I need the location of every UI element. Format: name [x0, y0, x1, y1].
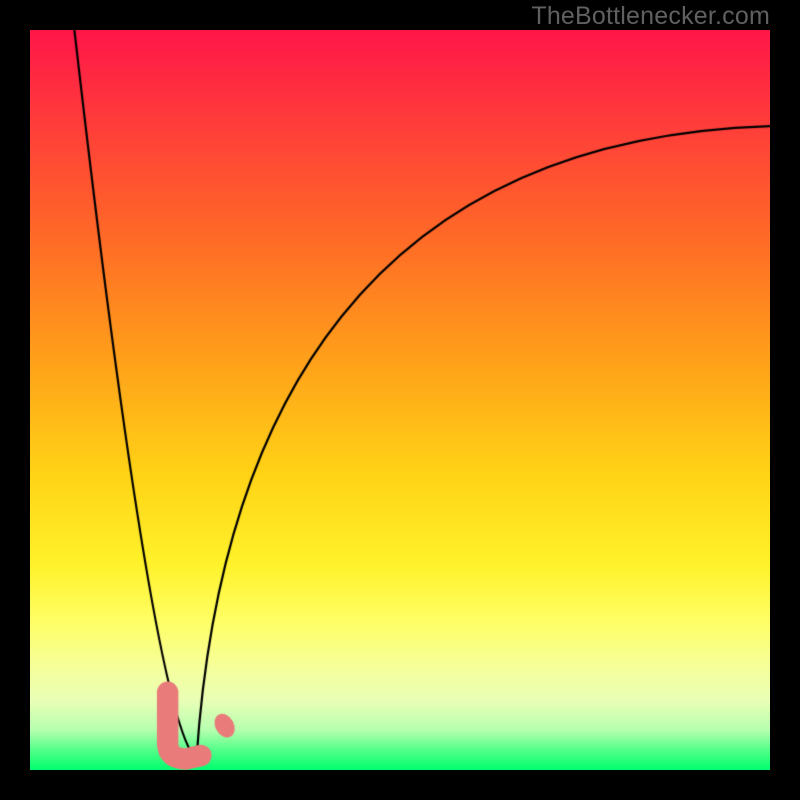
- watermark-text: TheBottlenecker.com: [531, 2, 770, 31]
- bottleneck-curve-canvas: [30, 30, 770, 770]
- chart-stage: TheBottlenecker.com: [0, 0, 800, 800]
